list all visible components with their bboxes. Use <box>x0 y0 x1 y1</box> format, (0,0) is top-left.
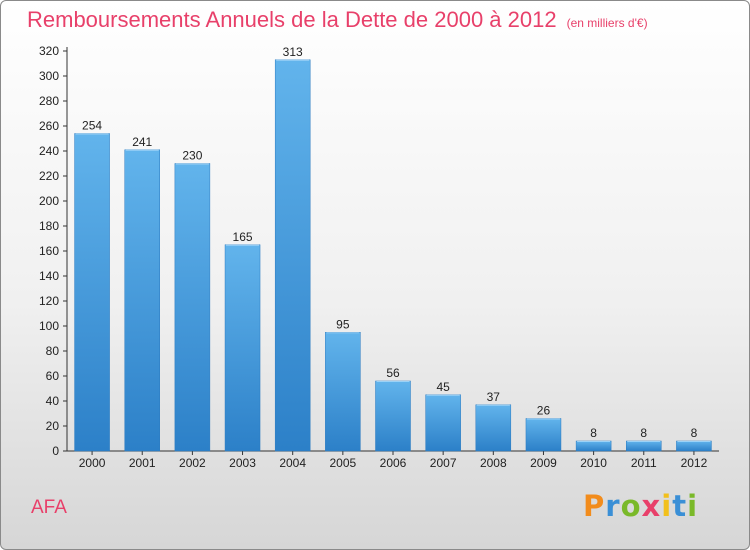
chart-unit: (en milliers d'€) <box>566 16 648 30</box>
y-tick-label: 120 <box>39 294 59 308</box>
x-tick-label: 2007 <box>430 456 457 470</box>
x-tick-label: 2012 <box>681 456 708 470</box>
bar-2003 <box>224 244 261 452</box>
y-tick-label: 220 <box>39 169 59 183</box>
y-tick-label: 160 <box>39 244 59 258</box>
y-tick-label: 320 <box>39 44 59 58</box>
bar-value-label: 8 <box>691 426 698 440</box>
y-tick-label: 0 <box>52 444 59 458</box>
y-tick-label: 280 <box>39 94 59 108</box>
bar-2002 <box>174 163 211 452</box>
bar-value-label: 56 <box>386 366 400 380</box>
proxiti-logo: Proxiti <box>583 489 698 523</box>
bar-2010 <box>575 440 612 452</box>
y-tick-label: 60 <box>46 369 60 383</box>
bar-2005 <box>325 332 361 452</box>
logo-letter: P <box>583 489 606 523</box>
y-tick-label: 140 <box>39 269 59 283</box>
bar-2009 <box>525 418 562 452</box>
y-tick-label: 300 <box>39 69 59 83</box>
bar-2000 <box>74 133 110 452</box>
bar-value-label: 37 <box>487 390 501 404</box>
bar-2004 <box>274 59 311 452</box>
x-tick-label: 2006 <box>380 456 407 470</box>
bar-2012 <box>676 440 712 452</box>
bar-2008 <box>475 404 512 452</box>
y-tick-label: 260 <box>39 119 59 133</box>
logo-letter: i <box>687 489 699 523</box>
x-tick-label: 2002 <box>179 456 206 470</box>
logo-letter: i <box>661 489 673 523</box>
y-tick-label: 80 <box>46 344 60 358</box>
bar-value-label: 254 <box>82 119 102 133</box>
bar-value-label: 165 <box>233 230 253 244</box>
x-tick-label: 2011 <box>631 456 657 470</box>
chart-title: Remboursements Annuels de la Dette de 20… <box>27 7 648 33</box>
x-tick-label: 2001 <box>129 456 156 470</box>
x-tick-label: 2005 <box>329 456 356 470</box>
bars: 254 241 230 165 313 95 56 45 37 26 8 8 8 <box>74 45 712 452</box>
x-tick-label: 2010 <box>580 456 607 470</box>
bar-value-label: 95 <box>336 317 350 331</box>
bar-2007 <box>425 394 461 452</box>
bar-value-label: 230 <box>182 149 202 163</box>
bar-value-label: 313 <box>283 45 303 59</box>
logo-letter: x <box>641 489 662 523</box>
x-tick-label: 2003 <box>229 456 256 470</box>
y-tick-label: 180 <box>39 219 59 233</box>
bar-2011 <box>626 440 662 452</box>
y-tick-label: 200 <box>39 194 59 208</box>
bar-value-label: 45 <box>436 380 450 394</box>
y-tick-label: 240 <box>39 144 59 158</box>
y-tick-label: 100 <box>39 319 59 333</box>
x-axis: 2000 2001 2002 2003 2004 2005 2006 2007 2008 2009… <box>67 450 719 470</box>
x-tick-label: 2009 <box>530 456 557 470</box>
bar-value-label: 8 <box>590 426 597 440</box>
chart-title-text: Remboursements Annuels de la Dette de 20… <box>27 7 557 32</box>
x-tick-label: 2008 <box>480 456 507 470</box>
bar-value-label: 8 <box>640 426 647 440</box>
y-tick-label: 40 <box>46 394 60 408</box>
y-axis: 0 20 40 60 80 100 120 140 160 180 200 220 240 260 280 3… <box>39 44 68 458</box>
logo-letter: o <box>620 489 642 523</box>
y-tick-label: 20 <box>46 419 60 433</box>
x-tick-label: 2004 <box>279 456 306 470</box>
bar-2006 <box>375 380 411 452</box>
x-tick-label: 2000 <box>79 456 106 470</box>
bar-value-label: 26 <box>537 404 551 418</box>
bar-value-label: 241 <box>132 135 152 149</box>
logo-letter: t <box>672 489 688 523</box>
logo-letter: r <box>605 489 621 523</box>
bar-2001 <box>124 149 160 452</box>
commune-name: AFA <box>31 497 67 518</box>
